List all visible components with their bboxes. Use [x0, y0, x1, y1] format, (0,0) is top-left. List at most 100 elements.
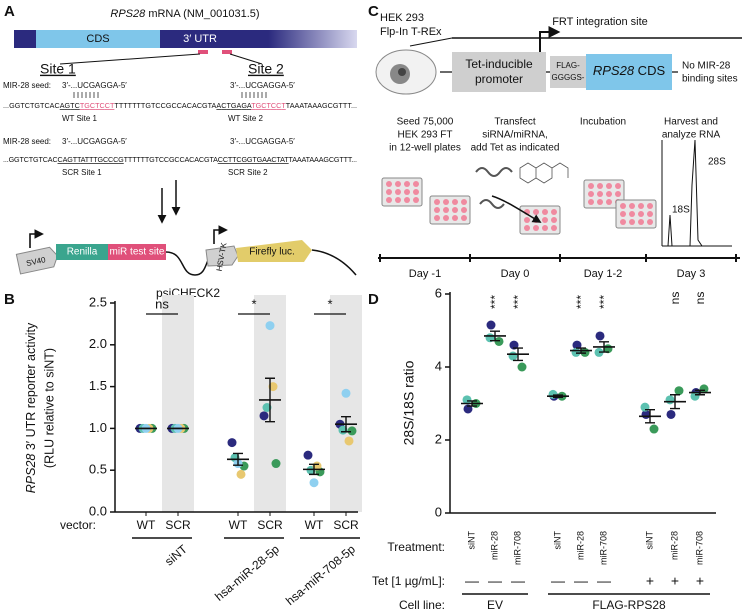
- well: [542, 217, 548, 223]
- well: [620, 203, 626, 209]
- step-label: Harvest and: [664, 117, 718, 128]
- promoter-box: [452, 52, 546, 92]
- point: [595, 331, 605, 341]
- plate: [615, 199, 657, 229]
- shade: [330, 295, 362, 512]
- site-caption: WT Site 2: [228, 114, 264, 123]
- renilla-box: [56, 244, 108, 260]
- flag-box: [550, 56, 586, 88]
- point: [665, 395, 675, 405]
- step-label: add Tet as indicated: [471, 143, 560, 154]
- site-connector: [229, 53, 263, 65]
- error-bar: [265, 377, 275, 423]
- point: [674, 386, 684, 396]
- step-label: in 12-well plates: [389, 143, 461, 154]
- backbone: [311, 249, 357, 276]
- error-bar: [599, 341, 609, 353]
- site-mark: [222, 50, 232, 54]
- well: [404, 189, 410, 195]
- well: [597, 183, 603, 189]
- x-tick-label: SCR: [257, 518, 283, 532]
- hsvtk-box: [205, 245, 239, 267]
- site-label: Site 1: [40, 61, 76, 77]
- tet-mark: —: [551, 573, 565, 589]
- day-label: Day 1-2: [584, 268, 623, 280]
- promoter-label: Tet-inducible: [465, 57, 533, 71]
- well: [461, 207, 467, 213]
- point: [690, 391, 700, 401]
- well: [647, 211, 653, 217]
- y-tick-label: 2: [435, 431, 442, 446]
- day-label: Day 3: [677, 268, 706, 280]
- sig-label: ns: [693, 292, 707, 305]
- well: [629, 219, 635, 225]
- nucleolus: [398, 68, 406, 76]
- shade: [162, 295, 194, 512]
- step-label: siRNA/miRNA,: [482, 130, 548, 141]
- well: [551, 217, 557, 223]
- sig-label: *: [327, 296, 332, 311]
- point: [341, 388, 351, 398]
- seed-label: MIR-28 seed:: [3, 137, 51, 146]
- promoter-label: promoter: [475, 72, 523, 86]
- site-mark: [198, 50, 208, 54]
- well: [588, 191, 594, 197]
- well: [413, 197, 419, 203]
- scr-sequence: ...GGTCTGTCACCAGTTATTTGCCCGTTTTTTGTCCGCC…: [3, 155, 357, 164]
- tet-mark: +: [671, 573, 679, 589]
- site-caption: WT Site 1: [62, 114, 98, 123]
- pairing-ticks: [73, 92, 267, 98]
- well: [620, 219, 626, 225]
- point: [649, 424, 659, 434]
- point: [271, 459, 281, 469]
- well: [551, 209, 557, 215]
- row-label: Treatment:: [387, 540, 445, 554]
- well: [452, 199, 458, 205]
- well: [638, 203, 644, 209]
- point: [347, 426, 357, 436]
- y-axis-label: (RLU relative to siNT): [42, 348, 56, 468]
- point: [265, 321, 275, 331]
- site-caption: SCR Site 2: [228, 168, 268, 177]
- x-tick-label: miR-28: [575, 531, 585, 560]
- panel-letter: D: [368, 291, 379, 308]
- band-label: 18S: [672, 205, 690, 216]
- well: [615, 191, 621, 197]
- cell-label: HEK 293: [380, 12, 424, 24]
- rna-icon: [475, 167, 513, 209]
- x-tick-label: SCR: [165, 518, 191, 532]
- well: [606, 183, 612, 189]
- sig-label: ***: [511, 295, 525, 309]
- step-label: analyze RNA: [662, 130, 721, 141]
- x-tick-label: siNT: [552, 531, 562, 550]
- x-tick-label: WT: [137, 518, 156, 532]
- panel-b: 0.0 0.5 1.0 1.5 2.0 2.5 WT SCR WT SCR WT SCR vector:…: [24, 294, 362, 608]
- well: [638, 219, 644, 225]
- point: [462, 395, 472, 405]
- well: [395, 181, 401, 187]
- x-tick-label: miR-708: [512, 531, 522, 565]
- y-tick-label: 1.0: [89, 420, 107, 435]
- well: [606, 191, 612, 197]
- utr5: [14, 30, 36, 48]
- site-caption: SCR Site 1: [62, 168, 102, 177]
- error-bar: [490, 330, 500, 342]
- firefly-label: Firefly luc.: [249, 247, 295, 258]
- x-tick-label: siNT: [466, 531, 476, 550]
- error-bar: [645, 409, 655, 424]
- point: [262, 403, 272, 412]
- mrna-title: RPS28 mRNA (NM_001031.5): [110, 8, 259, 20]
- connector: [409, 37, 453, 47]
- bioanalyzer-trace: [662, 139, 730, 247]
- tet-mark: —: [597, 573, 611, 589]
- x-tick-label: miR-708: [598, 531, 608, 565]
- step-label: HEK 293 FT: [397, 130, 452, 141]
- timeline-ticks: [379, 254, 737, 262]
- tet-mark: +: [696, 573, 704, 589]
- sig-label: ***: [488, 295, 502, 309]
- error-bar: [695, 389, 705, 396]
- well: [461, 215, 467, 221]
- sig-label: ns: [155, 296, 169, 311]
- site-connector: [59, 53, 201, 65]
- wt-sequence: ...GGTCTGTCACAGTCTGCTCCTTTTTTTTGTCCGCCAC…: [3, 101, 357, 110]
